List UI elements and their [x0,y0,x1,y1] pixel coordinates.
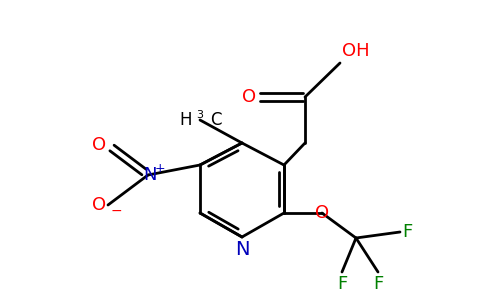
Text: 3: 3 [196,110,203,120]
Text: −: − [110,204,122,218]
Text: O: O [315,204,329,222]
Text: N: N [143,166,157,184]
Text: O: O [92,196,106,214]
Text: F: F [373,275,383,293]
Text: OH: OH [342,42,370,60]
Text: O: O [242,88,256,106]
Text: O: O [92,136,106,154]
Text: C: C [210,111,222,129]
Text: H: H [180,111,192,129]
Text: +: + [155,163,166,176]
Text: N: N [235,240,249,259]
Text: F: F [402,223,412,241]
Text: F: F [337,275,347,293]
